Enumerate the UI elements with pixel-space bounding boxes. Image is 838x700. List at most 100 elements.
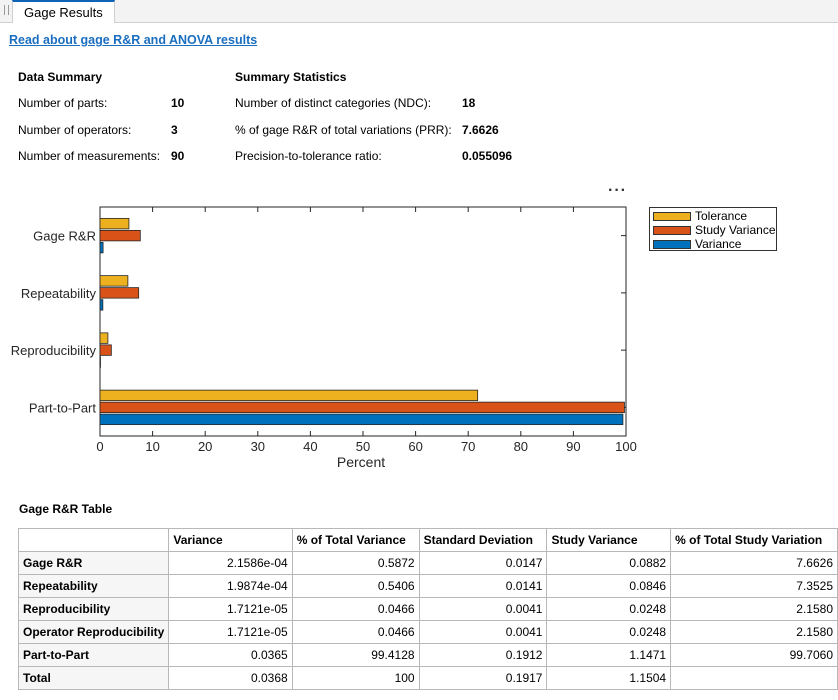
ndc-value: 18 <box>462 96 476 110</box>
legend-label-study-variance: Study Variance <box>695 223 776 237</box>
table-row: Repeatability 1.9874e-04 0.5406 0.0141 0… <box>17 574 838 598</box>
gage-rr-table: Variance % of Total Variance Standard De… <box>17 528 838 690</box>
legend-swatch-study-variance <box>653 226 691 235</box>
bar <box>99 389 479 402</box>
bar <box>99 332 109 344</box>
table-cell: 0.5872 <box>291 551 420 575</box>
table-cell: 1.7121e-05 <box>168 597 293 621</box>
table-cell <box>670 666 838 690</box>
table-cell: 2.1580 <box>670 620 838 644</box>
row-header: Reproducibility <box>17 597 170 621</box>
table-cell: 0.0248 <box>546 597 672 621</box>
column-header[interactable]: % of Total Variance <box>291 528 420 552</box>
x-tick-label: 90 <box>566 439 580 454</box>
gage-rr-bar-chart: 0 10 20 30 40 50 60 70 80 90 100 Percent Gage R&R Rep… <box>11 206 637 470</box>
table-cell: 0.0248 <box>546 620 672 644</box>
x-tick-label: 40 <box>303 439 317 454</box>
prr-label: % of gage R&R of total variations (PRR): <box>235 123 452 137</box>
x-tick-label: 0 <box>96 439 103 454</box>
table-cell: 0.1917 <box>418 666 548 690</box>
bar <box>99 299 104 311</box>
x-tick-label: 70 <box>461 439 475 454</box>
summary-statistics-title: Summary Statistics <box>235 70 347 84</box>
table-row: Gage R&R 2.1586e-04 0.5872 0.0147 0.0882… <box>17 551 838 575</box>
num-operators-value: 3 <box>171 123 178 137</box>
plot-area <box>99 206 627 437</box>
table-cell: 0.0846 <box>546 574 672 598</box>
column-header[interactable]: Study Variance <box>546 528 672 552</box>
legend-label-tolerance: Tolerance <box>695 209 748 223</box>
bar <box>99 287 140 299</box>
table-cell: 0.0041 <box>418 597 548 621</box>
num-parts-label: Number of parts: <box>18 96 108 110</box>
x-tick-label: 80 <box>514 439 528 454</box>
y-category-label: Repeatability <box>21 286 97 301</box>
num-measurements-value: 90 <box>171 149 185 163</box>
gage-rr-anova-help-link[interactable]: Read about gage R&R and ANOVA results <box>9 33 258 47</box>
column-header[interactable]: Standard Deviation <box>418 528 548 552</box>
legend-item-tolerance: Tolerance <box>653 210 747 222</box>
table-cell: 1.9874e-04 <box>168 574 293 598</box>
x-tick-label: 100 <box>615 439 637 454</box>
table-cell: 7.3525 <box>670 574 838 598</box>
more-options-icon[interactable]: ··· <box>608 182 627 199</box>
data-summary-title: Data Summary <box>18 70 103 84</box>
table-cell: 0.0466 <box>291 597 420 621</box>
table-cell: 7.6626 <box>670 551 838 575</box>
y-category-label: Reproducibility <box>11 343 97 358</box>
tab-bar: Gage Results <box>0 0 838 23</box>
legend-swatch-variance <box>653 240 691 249</box>
table-cell: 0.0466 <box>291 620 420 644</box>
table-cell: 2.1580 <box>670 597 838 621</box>
table-cell: 1.7121e-05 <box>168 620 293 644</box>
legend-item-study-variance: Study Variance <box>653 224 776 236</box>
table-row: Total 0.0368 100 0.1917 1.1504 <box>17 666 838 690</box>
bar <box>99 356 101 368</box>
bar <box>99 217 130 230</box>
table-row: Reproducibility 1.7121e-05 0.0466 0.0041… <box>17 597 838 621</box>
row-header: Total <box>17 666 170 690</box>
table-cell: 1.1471 <box>546 643 672 667</box>
column-header <box>17 528 170 552</box>
prr-value: 7.6626 <box>462 123 499 137</box>
legend-label-variance: Variance <box>695 237 742 251</box>
row-header: Operator Reproducibility <box>17 620 170 644</box>
table-cell: 100 <box>291 666 420 690</box>
y-category-label: Gage R&R <box>33 229 96 244</box>
row-header: Gage R&R <box>17 551 170 575</box>
x-tick-label: 20 <box>198 439 212 454</box>
tab-gage-results[interactable]: Gage Results <box>12 0 115 23</box>
bar <box>99 401 625 414</box>
chart-legend[interactable]: Tolerance Study Variance Variance <box>649 207 777 251</box>
table-cell: 0.0368 <box>168 666 293 690</box>
ptr-value: 0.055096 <box>462 149 513 163</box>
bar <box>99 344 112 356</box>
table-cell: 0.0365 <box>168 643 293 667</box>
bar <box>99 229 141 242</box>
table-cell: 0.0147 <box>418 551 548 575</box>
table-row: Part-to-Part 0.0365 99.4128 0.1912 1.147… <box>17 643 838 667</box>
num-operators-label: Number of operators: <box>18 123 132 137</box>
table-cell: 2.1586e-04 <box>168 551 293 575</box>
table-cell: 1.1504 <box>546 666 672 690</box>
table-cell: 0.5406 <box>291 574 420 598</box>
table-cell: 0.0882 <box>546 551 672 575</box>
ndc-label: Number of distinct categories (NDC): <box>235 96 432 110</box>
column-header[interactable]: Variance <box>168 528 293 552</box>
x-tick-label: 60 <box>408 439 422 454</box>
grip-icon[interactable] <box>4 5 9 15</box>
table-cell: 0.1912 <box>418 643 548 667</box>
table-cell: 99.7060 <box>670 643 838 667</box>
x-tick-label: 50 <box>356 439 370 454</box>
x-tick-label: 30 <box>251 439 265 454</box>
bar <box>99 275 129 287</box>
num-parts-value: 10 <box>171 96 185 110</box>
legend-swatch-tolerance <box>653 212 691 221</box>
x-axis-label: Percent <box>337 454 385 470</box>
gage-rr-table-title: Gage R&R Table <box>19 502 113 516</box>
num-measurements-label: Number of measurements: <box>18 149 161 163</box>
column-header[interactable]: % of Total Study Variation <box>670 528 838 552</box>
bar <box>99 241 104 254</box>
table-cell: 0.0141 <box>418 574 548 598</box>
row-header: Part-to-Part <box>17 643 170 667</box>
